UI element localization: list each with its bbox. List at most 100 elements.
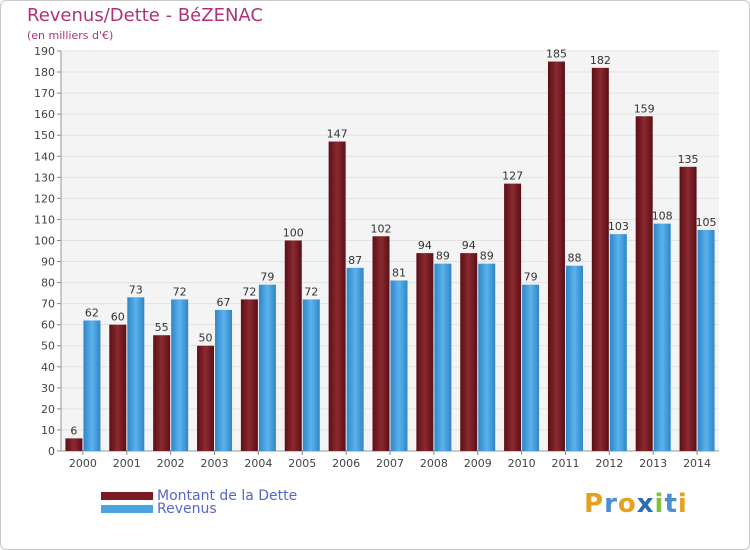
bar-debt-2013 — [635, 116, 653, 452]
bar-revenue-2000 — [83, 320, 101, 451]
data-label-revenue: 103 — [608, 220, 629, 233]
x-tick-label: 2011 — [551, 457, 579, 470]
bar-revenue-2006 — [346, 267, 364, 451]
data-label-debt: 72 — [242, 285, 256, 298]
data-label-debt: 102 — [371, 222, 392, 235]
x-tick-label: 2003 — [201, 457, 229, 470]
data-label-revenue: 89 — [436, 250, 450, 263]
legend-label-debt: Montant de la Dette — [157, 488, 298, 504]
data-label-revenue: 73 — [129, 283, 143, 296]
bar-debt-2010 — [504, 183, 522, 451]
y-tick-label: 30 — [41, 382, 55, 395]
y-tick-label: 140 — [34, 150, 55, 163]
y-tick-label: 40 — [41, 361, 55, 374]
y-tick-label: 0 — [48, 445, 55, 458]
y-tick-label: 170 — [34, 87, 55, 100]
data-label-debt: 50 — [199, 332, 213, 345]
legend-label-revenue: Revenus — [157, 501, 217, 517]
y-tick-label: 10 — [41, 424, 55, 437]
y-tick-label: 90 — [41, 256, 55, 269]
bar-revenue-2014 — [697, 229, 715, 451]
bar-revenue-2009 — [478, 263, 496, 451]
y-tick-label: 110 — [34, 213, 55, 226]
bar-debt-2004 — [240, 299, 258, 451]
data-label-debt: 182 — [590, 54, 611, 67]
bar-revenue-2010 — [522, 284, 540, 451]
bar-debt-2008 — [416, 253, 434, 451]
x-tick-label: 2012 — [595, 457, 623, 470]
data-label-debt: 60 — [111, 311, 125, 324]
proxiti-logo: Proxiti — [584, 489, 688, 519]
y-tick-label: 20 — [41, 403, 55, 416]
data-label-debt: 159 — [634, 102, 655, 115]
bar-revenue-2011 — [565, 265, 583, 451]
data-label-revenue: 62 — [85, 306, 99, 319]
y-tick-label: 60 — [41, 319, 55, 332]
bar-revenue-2007 — [390, 280, 408, 451]
x-tick-label: 2013 — [639, 457, 667, 470]
bar-debt-2009 — [460, 253, 478, 451]
data-label-revenue: 72 — [304, 285, 318, 298]
y-tick-label: 160 — [34, 108, 55, 121]
bar-debt-2012 — [591, 67, 609, 451]
x-tick-label: 2001 — [113, 457, 141, 470]
y-tick-label: 120 — [34, 192, 55, 205]
data-label-debt: 147 — [327, 128, 348, 141]
data-label-revenue: 87 — [348, 254, 362, 267]
data-label-revenue: 79 — [524, 271, 538, 284]
bar-revenue-2012 — [609, 234, 627, 451]
chart-subtitle: (en milliers d'€) — [27, 29, 114, 42]
legend-swatch-revenue — [101, 505, 153, 513]
bar-revenue-2005 — [302, 299, 320, 451]
data-label-debt: 94 — [462, 239, 476, 252]
data-label-revenue: 105 — [696, 216, 717, 229]
y-tick-label: 150 — [34, 129, 55, 142]
data-label-revenue: 67 — [217, 296, 231, 309]
legend-item-revenue: Revenus — [101, 501, 217, 517]
bar-debt-2006 — [328, 141, 346, 452]
logo-letter: x — [636, 489, 655, 519]
data-label-debt: 135 — [678, 153, 699, 166]
y-tick-label: 70 — [41, 298, 55, 311]
bar-revenue-2008 — [434, 263, 452, 451]
legend-item-debt: Montant de la Dette — [101, 488, 297, 504]
bar-revenue-2013 — [653, 223, 671, 451]
bar-revenue-2004 — [258, 284, 276, 451]
data-label-revenue: 108 — [652, 210, 673, 223]
bar-debt-2011 — [547, 61, 565, 452]
x-tick-label: 2010 — [508, 457, 536, 470]
bar-revenue-2001 — [127, 297, 145, 451]
data-label-revenue: 79 — [260, 271, 274, 284]
bar-debt-2000 — [65, 438, 83, 451]
data-label-revenue: 89 — [480, 250, 494, 263]
legend-swatch-debt — [101, 492, 153, 500]
data-label-revenue: 88 — [567, 252, 581, 265]
bar-debt-2003 — [197, 345, 215, 451]
x-tick-label: 2014 — [683, 457, 711, 470]
data-label-revenue: 81 — [392, 266, 406, 279]
x-tick-label: 2004 — [244, 457, 272, 470]
x-tick-label: 2005 — [288, 457, 316, 470]
logo-letter: r — [604, 489, 618, 519]
bar-debt-2007 — [372, 236, 390, 451]
data-label-debt: 127 — [502, 170, 523, 183]
data-label-revenue: 72 — [173, 285, 187, 298]
bar-revenue-2003 — [215, 309, 233, 451]
y-tick-label: 80 — [41, 277, 55, 290]
bar-debt-2005 — [284, 240, 302, 451]
data-label-debt: 100 — [283, 226, 304, 239]
x-tick-label: 2002 — [157, 457, 185, 470]
chart-title: Revenus/Dette - BéZENAC — [27, 5, 263, 26]
logo-letter: P — [584, 489, 605, 519]
plot-area — [61, 51, 719, 451]
data-label-debt: 55 — [155, 321, 169, 334]
y-tick-label: 190 — [34, 45, 55, 58]
data-label-debt: 185 — [546, 48, 567, 61]
data-label-debt: 94 — [418, 239, 432, 252]
bar-debt-2002 — [153, 335, 171, 451]
x-tick-label: 2007 — [376, 457, 404, 470]
bar-revenue-2002 — [171, 299, 189, 451]
x-tick-label: 2000 — [69, 457, 97, 470]
